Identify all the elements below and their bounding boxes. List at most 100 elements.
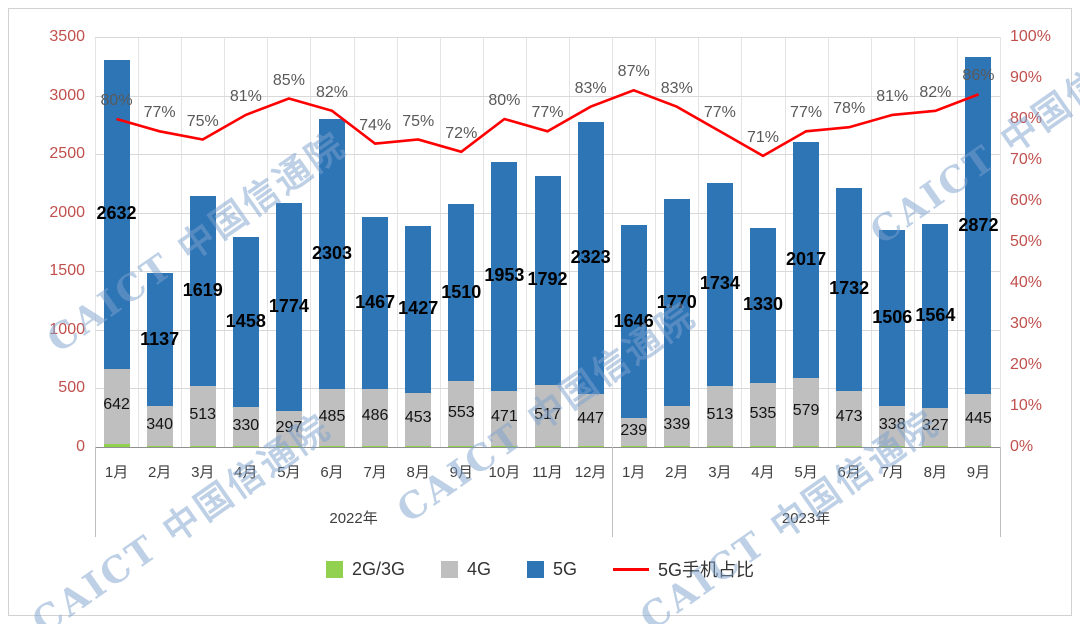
bar-segment-5g [663, 198, 690, 407]
gridline-vertical [698, 37, 700, 447]
gridline-vertical [956, 37, 958, 447]
x-axis-month-label: 4月 [234, 464, 258, 481]
data-label-5g: 1137 [140, 328, 180, 349]
y-axis-left-tick-label: 0 [76, 438, 85, 455]
data-label-4g: 471 [491, 408, 518, 426]
data-label-5g-share: 71% [746, 128, 779, 146]
x-axis-line [95, 447, 1000, 448]
bar-segment-2g3g [879, 446, 906, 447]
bar-segment-4g [836, 390, 863, 446]
data-label-5g: 1770 [656, 291, 697, 312]
legend-label: 5G [553, 558, 578, 579]
bar-segment-2g3g [793, 446, 820, 447]
gridline-vertical [310, 37, 312, 447]
bar-segment-2g3g [491, 446, 518, 447]
bar-segment-4g [534, 385, 561, 446]
x-axis-month-label: 11月 [532, 464, 563, 481]
axis-group-separator [95, 447, 96, 537]
bar-segment-5g [749, 227, 776, 384]
x-axis-month-label: 7月 [363, 464, 387, 481]
bar-segment-4g [749, 383, 776, 446]
data-label-5g: 1506 [872, 307, 913, 328]
data-label-5g: 1953 [484, 265, 525, 286]
bar-segment-5g [232, 236, 259, 408]
data-label-5g: 1564 [915, 305, 956, 326]
x-axis-month-label: 3月 [708, 464, 732, 481]
gridline-vertical [655, 37, 657, 447]
bar-segment-5g [879, 229, 906, 407]
bar-segment-5g [965, 57, 992, 394]
x-axis-month-label: 10月 [488, 464, 521, 481]
data-label-5g-share: 72% [445, 124, 478, 142]
data-label-5g-share: 83% [660, 79, 693, 97]
y-axis-left-tick-label: 3000 [49, 86, 85, 104]
gridline-vertical [741, 37, 743, 447]
x-axis-month-label: 7月 [880, 464, 904, 481]
x-axis-month-label: 1月 [622, 464, 646, 481]
bar-segment-5g [405, 225, 432, 393]
data-label-4g: 447 [577, 409, 604, 427]
data-label-5g: 2872 [958, 214, 999, 235]
data-label-4g: 330 [232, 416, 260, 434]
data-label-5g-share: 75% [186, 112, 219, 130]
data-label-5g-share: 78% [833, 100, 866, 118]
legend: 2G/3G 4G 5G 5G手机占比 [0, 556, 1080, 582]
bar-segment-5g [922, 224, 949, 408]
data-label-4g: 340 [146, 416, 173, 434]
data-label-5g: 1467 [355, 292, 396, 313]
bar-segment-4g [663, 406, 690, 446]
bar-segment-4g [793, 378, 820, 446]
bar-segment-5g [534, 175, 561, 386]
bar-segment-4g [189, 385, 216, 446]
bar-segment-2g3g [836, 446, 863, 447]
bar-segment-5g [577, 121, 604, 394]
gridline-vertical [569, 37, 571, 447]
data-label-4g: 553 [447, 403, 475, 421]
data-label-5g: 2323 [570, 246, 611, 267]
gridline-vertical [784, 37, 786, 447]
axis-group-separator [1000, 447, 1001, 537]
x-axis-month-label: 8月 [923, 464, 948, 481]
data-label-5g: 1330 [742, 294, 783, 315]
legend-item-2g3g: 2G/3G [325, 559, 405, 580]
bar-segment-2g3g [275, 445, 302, 447]
bar-segment-5g [275, 203, 302, 412]
gridline-horizontal [95, 95, 1000, 97]
y-axis-right-tick-label: 20% [1010, 356, 1043, 373]
data-label-5g-share: 87% [617, 63, 650, 81]
legend-item-5g: 5G手机占比 [613, 556, 754, 582]
x-axis-month-label: 2月 [665, 464, 689, 481]
data-label-4g: 517 [534, 405, 561, 423]
bar-segment-5g [103, 60, 130, 369]
data-label-4g: 453 [404, 409, 432, 427]
bar-segment-4g [706, 385, 733, 446]
bar-segment-5g [793, 141, 820, 379]
gridline-vertical [1000, 37, 1001, 447]
bar-segment-5g [189, 196, 216, 386]
data-label-5g: 1792 [527, 269, 568, 290]
legend-label: 4G [466, 558, 491, 579]
bar-segment-2g3g [189, 445, 216, 447]
bar-segment-2g3g [965, 446, 992, 447]
data-label-5g-share: 80% [488, 92, 521, 109]
gridline-vertical [870, 37, 872, 447]
data-label-4g: 327 [921, 416, 949, 434]
y-axis-right-tick-label: 30% [1010, 315, 1043, 332]
data-label-5g: 1458 [225, 310, 266, 331]
bar-segment-5g [706, 182, 733, 386]
y-axis-left-tick-label: 2500 [49, 145, 85, 163]
data-label-5g: 1732 [829, 278, 870, 299]
x-axis-month-label: 2月 [147, 464, 172, 481]
data-label-5g-share: 77% [531, 104, 564, 122]
data-label-5g-share: 75% [402, 112, 435, 130]
bar-segment-4g [491, 390, 518, 446]
bar-segment-5g [491, 162, 518, 391]
bar-segment-5g [836, 187, 863, 391]
data-label-5g: 2632 [96, 203, 137, 224]
x-axis-year-label: 2022年 [329, 510, 378, 527]
data-label-5g-share: 82% [919, 83, 952, 101]
5g-share-line [116, 88, 979, 158]
legend-square-swatch [440, 560, 458, 578]
data-label-5g: 1646 [613, 310, 654, 331]
